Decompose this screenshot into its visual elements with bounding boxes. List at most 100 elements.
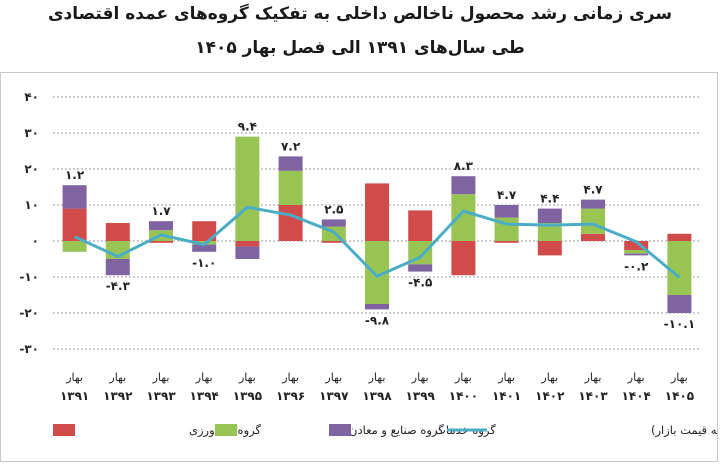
bar-segment-series-2 (408, 264, 433, 272)
x-tick-prefix: بهار (497, 371, 515, 384)
legend-swatch-1 (215, 424, 237, 436)
legend-swatch-2 (329, 424, 351, 436)
data-label: ۷.۲ (281, 139, 301, 153)
data-label: -۹.۸ (365, 313, 390, 327)
x-tick-label: ۱۴۰۵ (665, 389, 694, 403)
axis-layer: ۴۰ ۳۰ ۲۰ ۱۰ ۰ -۱۰ -۲۰ -۳۰ بهار ۱۳۹۱ بهار ۱۳۹۲ بهار ۱۳… (19, 90, 694, 403)
x-tick-label: ۱۴۰۰ (449, 389, 478, 403)
data-label: ۹.۴ (238, 120, 257, 134)
x-tick-prefix: بهار (540, 371, 558, 384)
bar-segment-series-2 (62, 185, 87, 209)
data-label: ۴.۷ (583, 183, 603, 197)
bar-segment-series-1 (667, 241, 692, 295)
x-tick-prefix: بهار (281, 371, 299, 384)
data-label: ۴.۷ (497, 188, 517, 202)
y-tick-label: -۲۰ (19, 306, 39, 320)
y-tick-label: ۴۰ (24, 90, 39, 104)
bar-segment-series-0 (192, 221, 217, 241)
data-label: -۴.۳ (106, 279, 131, 293)
x-tick-label: ۱۳۹۶ (276, 389, 305, 403)
y-tick-label: -۱۰ (19, 270, 39, 284)
x-tick-label: ۱۴۰۱ (492, 389, 521, 403)
x-tick-label: ۱۳۹۹ (406, 389, 436, 403)
bar-segment-series-2 (624, 253, 649, 256)
bar-segment-series-0 (581, 233, 605, 241)
bar-segment-series-2 (321, 219, 346, 227)
bar-segment-series-0 (321, 241, 346, 243)
x-tick-label: ۱۳۹۵ (233, 389, 262, 403)
data-label: ۱.۲ (65, 168, 85, 182)
bar-segment-series-0 (62, 208, 87, 241)
bar-segment-series-2 (278, 156, 303, 171)
x-tick-label: ۱۳۹۷ (319, 389, 349, 403)
x-tick-prefix: بهار (368, 371, 386, 384)
y-tick-label: ۲۰ (24, 162, 39, 176)
legend-label: گروه صنایع و معادن (349, 423, 444, 438)
bar-segment-series-0 (278, 205, 303, 241)
data-label: ۲.۵ (324, 202, 343, 216)
bar-segment-series-2 (667, 295, 692, 313)
bar-segment-series-0 (624, 241, 649, 250)
x-tick-label: ۱۴۰۲ (535, 389, 565, 403)
bar-segment-series-2 (451, 176, 476, 195)
bar-segment-series-0 (408, 210, 433, 241)
bar-segment-series-0 (149, 241, 173, 243)
bar-segment-series-0 (105, 223, 130, 241)
x-tick-prefix: بهار (584, 371, 602, 384)
labels-layer: ۱.۲ -۴.۳ ۱.۷ -۱.۰ ۹.۴ ۷.۲ ۲.۵ -۹.۸ -۴.۵ ۸.۳ ۴.۷ ۴.۴… (65, 120, 695, 331)
chart-title-line-1: سری زمانی رشد محصول ناخالص داخلی به تفکی… (47, 4, 673, 24)
bar-segment-series-0 (667, 233, 692, 241)
x-tick-label: ۱۴۰۳ (578, 389, 608, 403)
y-tick-label: ۳۰ (24, 126, 39, 140)
chart-title-line-2: طی سال‌های ۱۳۹۱ الی فصل بهار ۱۴۰۵ (195, 38, 525, 58)
x-tick-prefix: بهار (238, 371, 256, 384)
bar-segment-series-1 (235, 136, 260, 241)
x-tick-label: ۱۳۹۳ (146, 389, 176, 403)
bar-segment-series-2 (105, 259, 130, 276)
x-tick-prefix: بهار (627, 371, 645, 384)
x-tick-prefix: بهار (195, 371, 213, 384)
x-tick-prefix: بهار (65, 371, 83, 384)
x-tick-prefix: بهار (454, 371, 472, 384)
bars-layer (62, 136, 692, 313)
y-tick-label: -۳۰ (19, 342, 39, 356)
chart-frame: ۱.۲ -۴.۳ ۱.۷ -۱.۰ ۹.۴ ۷.۲ ۲.۵ -۹.۸ -۴.۵ ۸.۳ ۴.۷ ۴.۴… (0, 72, 720, 462)
bar-segment-series-0 (451, 241, 476, 276)
line-layer (73, 205, 681, 279)
bar-segment-series-2 (581, 199, 605, 209)
data-label: -۱.۰ (192, 256, 216, 270)
bar-segment-series-2 (537, 208, 562, 223)
bar-segment-series-2 (365, 304, 389, 310)
y-tick-label: ۱۰ (24, 198, 39, 212)
x-tick-label: ۱۳۹۸ (362, 389, 392, 403)
x-tick-label: ۱۴۰۴ (622, 389, 651, 403)
data-label: -۱۰.۱ (664, 317, 696, 331)
bar-segment-series-1 (278, 170, 303, 205)
x-tick-prefix: بهار (108, 371, 126, 384)
bar-segment-series-2 (235, 246, 260, 259)
gdp-growth-chart: ۱.۲ -۴.۳ ۱.۷ -۱.۰ ۹.۴ ۷.۲ ۲.۵ -۹.۸ -۴.۵ ۸.۳ ۴.۷ ۴.۴… (19, 90, 720, 438)
y-tick-label: ۰ (32, 234, 39, 248)
x-tick-prefix: بهار (324, 371, 342, 384)
bar-segment-series-1 (624, 250, 649, 254)
bar-segment-series-1 (537, 223, 562, 241)
x-tick-prefix: بهار (670, 371, 688, 384)
bar-segment-series-0 (494, 241, 519, 243)
data-label: -۰.۲ (624, 259, 649, 273)
bar-segment-series-2 (149, 221, 173, 231)
x-tick-prefix: بهار (411, 371, 429, 384)
data-label: -۴.۵ (408, 276, 432, 290)
bar-segment-series-1 (581, 208, 605, 234)
bar-segment-series-0 (235, 241, 260, 247)
bar-segment-series-0 (365, 183, 389, 241)
data-label: ۸.۳ (454, 159, 474, 173)
x-tick-label: ۱۳۹۱ (60, 389, 89, 403)
bar-segment-series-1 (62, 241, 87, 252)
gdp-line (73, 205, 681, 279)
bar-segment-series-1 (451, 194, 476, 241)
legend-swatch-0 (53, 424, 75, 436)
x-tick-prefix: بهار (152, 371, 170, 384)
bar-segment-series-0 (537, 241, 562, 256)
